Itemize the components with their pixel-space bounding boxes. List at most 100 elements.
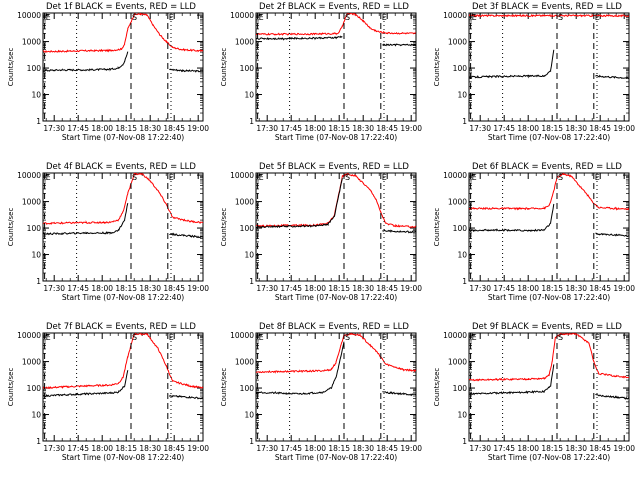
series-line-black-events <box>469 364 629 400</box>
x-tick-label: 17:45 <box>280 284 302 293</box>
y-tick-label: 10 <box>31 411 41 420</box>
x-tick-label: 19:00 <box>400 284 422 293</box>
y-tick-label: 1 <box>249 117 254 126</box>
chart-panel-8: Det 8f BLACK = Events, RED = LLD 1 10 100 10… <box>220 322 422 462</box>
series-line-black-events <box>256 178 416 234</box>
x-tick-label: 19:00 <box>187 284 209 293</box>
x-axis-label: Start Time (07-Nov-08 17:22:40) <box>488 453 610 462</box>
x-tick-label: 18:00 <box>304 444 326 453</box>
plot-frame <box>255 332 417 442</box>
y-tick-label: 1 <box>462 277 467 286</box>
y-tick-label: 1 <box>36 277 41 286</box>
x-tick-label: 18:15 <box>541 124 563 133</box>
interval-marker-label: S <box>132 173 137 182</box>
x-tick-label: 19:00 <box>187 124 209 133</box>
x-tick-label: 18:00 <box>517 444 539 453</box>
y-tick-label: 100 <box>27 224 42 233</box>
y-tick-label: 10000 <box>17 171 41 180</box>
y-tick-label: 1000 <box>22 198 41 207</box>
x-tick-label: 17:30 <box>256 444 278 453</box>
series-line-red-lld <box>256 333 416 374</box>
x-tick-label: 18:30 <box>139 444 161 453</box>
plot-frame <box>42 172 204 282</box>
chart-panel-6: Det 6f BLACK = Events, RED = LLD 1 10 100 10… <box>433 162 635 302</box>
y-tick-label: 100 <box>240 64 255 73</box>
interval-marker-label: S <box>345 333 350 342</box>
y-tick-label: 10000 <box>443 331 467 340</box>
y-tick-label: 10000 <box>230 331 254 340</box>
interval-marker-label: S <box>345 173 350 182</box>
x-tick-label: 17:30 <box>469 284 491 293</box>
y-tick-label: 10000 <box>17 11 41 20</box>
y-axis-label: Counts/sec <box>433 48 441 87</box>
y-tick-label: 10000 <box>17 331 41 340</box>
y-tick-label: 1000 <box>235 38 254 47</box>
x-tick-label: 17:45 <box>280 124 302 133</box>
x-tick-label: 17:30 <box>469 444 491 453</box>
x-tick-label: 19:00 <box>400 124 422 133</box>
x-tick-label: 18:45 <box>376 284 398 293</box>
y-tick-label: 10000 <box>230 11 254 20</box>
x-tick-label: 19:00 <box>613 444 635 453</box>
y-axis-label: Counts/sec <box>7 208 15 247</box>
x-axis-label: Start Time (07-Nov-08 17:22:40) <box>275 133 397 142</box>
x-axis-label: Start Time (07-Nov-08 17:22:40) <box>62 133 184 142</box>
chart-panel-3: Det 3f BLACK = Events, RED = LLD 1 10 100 10… <box>433 2 635 142</box>
x-tick-label: 17:45 <box>67 444 89 453</box>
interval-marker-label: E <box>472 173 477 182</box>
x-axis-label: Start Time (07-Nov-08 17:22:40) <box>62 453 184 462</box>
chart-title: Det 5f BLACK = Events, RED = LLD <box>259 162 409 172</box>
series-line-black-events <box>43 370 203 400</box>
series-line-black-events <box>256 341 416 397</box>
x-axis-label: Start Time (07-Nov-08 17:22:40) <box>488 293 610 302</box>
series-line-red-lld <box>43 173 203 225</box>
x-tick-label: 18:30 <box>352 124 374 133</box>
x-tick-label: 17:45 <box>67 284 89 293</box>
y-tick-label: 10000 <box>443 171 467 180</box>
interval-marker-label: S <box>558 13 563 22</box>
chart-title: Det 6f BLACK = Events, RED = LLD <box>472 162 622 172</box>
x-tick-label: 18:30 <box>565 124 587 133</box>
chart-panel-4: Det 4f BLACK = Events, RED = LLD 1 10 100 10… <box>7 162 209 302</box>
y-tick-label: 1000 <box>448 198 467 207</box>
x-tick-label: 18:30 <box>352 284 374 293</box>
chart-title: Det 8f BLACK = Events, RED = LLD <box>259 322 409 332</box>
y-tick-label: 1000 <box>235 358 254 367</box>
plot-frame <box>468 12 630 122</box>
x-tick-label: 17:45 <box>493 284 515 293</box>
x-tick-label: 18:45 <box>376 124 398 133</box>
plot-frame <box>468 172 630 282</box>
x-tick-label: 17:30 <box>256 124 278 133</box>
series-line-red-lld <box>469 13 629 18</box>
interval-marker-label: S <box>345 13 350 22</box>
interval-marker-label: S <box>558 333 563 342</box>
series-line-red-lld <box>256 13 416 36</box>
x-tick-label: 18:30 <box>565 284 587 293</box>
y-axis-label: Counts/sec <box>433 208 441 247</box>
x-tick-label: 18:15 <box>328 284 350 293</box>
y-tick-label: 1 <box>462 117 467 126</box>
x-tick-label: 18:00 <box>517 284 539 293</box>
x-tick-label: 18:30 <box>139 124 161 133</box>
y-tick-label: 100 <box>240 384 255 393</box>
series-line-black-events <box>43 51 203 73</box>
x-tick-label: 18:00 <box>91 444 113 453</box>
series-line-red-lld <box>469 173 629 211</box>
y-tick-label: 100 <box>453 64 468 73</box>
y-tick-label: 10000 <box>443 11 467 20</box>
y-axis-label: Counts/sec <box>433 368 441 407</box>
y-tick-label: 1 <box>36 117 41 126</box>
x-tick-label: 18:15 <box>115 124 137 133</box>
plot-frame <box>42 332 204 442</box>
interval-marker-label: E <box>472 333 477 342</box>
interval-marker-label: E <box>259 173 264 182</box>
y-tick-label: 100 <box>453 224 468 233</box>
y-tick-label: 100 <box>240 224 255 233</box>
y-tick-label: 1000 <box>22 38 41 47</box>
x-tick-label: 18:30 <box>139 284 161 293</box>
series-line-red-lld <box>43 13 203 53</box>
interval-marker-label: E <box>259 333 264 342</box>
x-tick-label: 18:45 <box>376 444 398 453</box>
y-tick-label: 1 <box>36 437 41 446</box>
